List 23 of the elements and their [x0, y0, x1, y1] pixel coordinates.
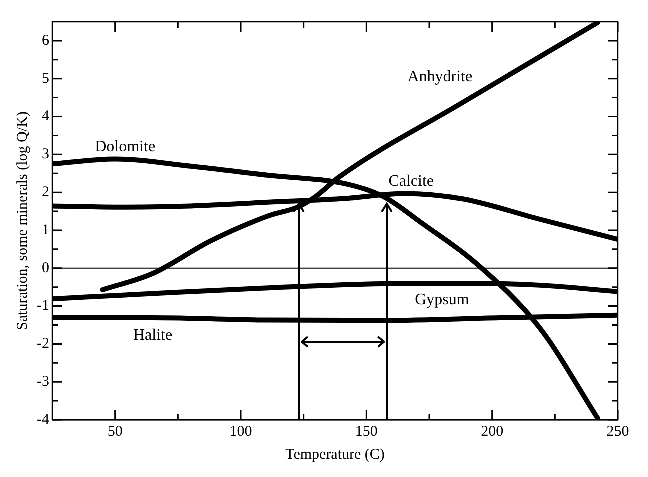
x-tick-label: 200: [481, 424, 504, 440]
x-axis-title: Temperature (C): [286, 446, 385, 463]
y-axis-title: Saturation, some minerals (log Q/K): [14, 112, 31, 330]
y-tick-label: -3: [36, 374, 50, 390]
y-tick-label: 2: [42, 184, 50, 201]
y-tick-label: -2: [36, 336, 50, 352]
x-tick-label: 100: [230, 424, 252, 440]
y-tick-label: 0: [42, 260, 50, 276]
series-label: Anhydrite: [408, 68, 473, 86]
x-tick-label: 150: [355, 424, 378, 440]
x-tick-label: 250: [606, 424, 630, 440]
y-tick-label: -4: [36, 412, 50, 428]
y-tick-label: 6: [42, 32, 50, 49]
y-tick-label: 3: [42, 146, 50, 163]
series-label: Calcite: [388, 172, 434, 190]
series-label: Gypsum: [415, 292, 470, 309]
series-label: Halite: [133, 327, 173, 344]
y-tick-label: 4: [42, 108, 50, 125]
series-label: Dolomite: [95, 138, 156, 156]
y-tick-label: -1: [36, 298, 50, 314]
x-tick-label: 50: [108, 424, 123, 440]
y-tick-label: 1: [42, 222, 50, 238]
y-tick-label: 5: [42, 70, 50, 87]
